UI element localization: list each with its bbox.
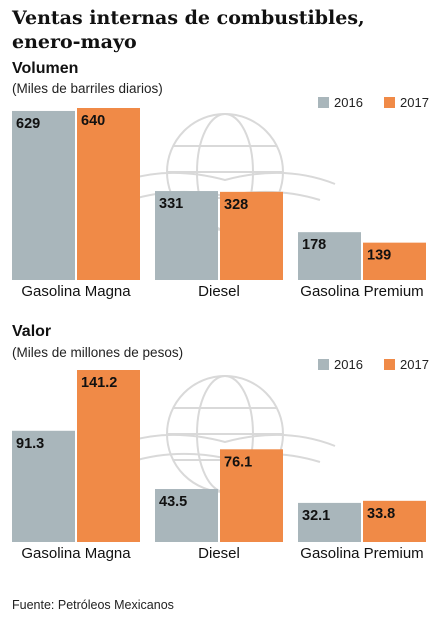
value-bar-diesel-2017 [220,449,283,542]
volume-category-label-gasolina-premium: Gasolina Premium [300,283,423,300]
volume-value-label-gasolina-premium-2017: 139 [367,248,391,264]
value-category-label-gasolina-premium: Gasolina Premium [300,545,423,562]
volume-value-label-diesel-2016: 331 [159,196,183,212]
chart-title: Ventas internas de combustibles, enero-m… [12,7,365,53]
value-value-label-gasolina-magna-2016: 91.3 [16,436,44,452]
volume-category-label-gasolina-magna: Gasolina Magna [21,283,131,300]
value-legend-label-2016: 2016 [334,357,363,372]
volume-value-label-gasolina-magna-2016: 629 [16,116,40,132]
volume-bar-diesel-2017 [220,191,283,280]
volume-bar-gasolina-premium-2017 [363,242,426,280]
volume-bar-gasolina-premium-2016 [298,232,361,280]
value-legend-swatch-2017 [384,359,395,370]
volume-legend-label-2017: 2017 [400,95,429,110]
value-category-label-gasolina-magna: Gasolina Magna [21,545,131,562]
volume-value-label-diesel-2017: 328 [224,197,248,213]
volume-bar-gasolina-magna-2017 [77,108,140,280]
source-note: Fuente: Petróleos Mexicanos [12,598,174,612]
value-section-title: Valor [12,323,52,340]
volume-bar-diesel-2016 [155,191,218,280]
value-legend-label-2017: 2017 [400,357,429,372]
volume-category-label-diesel: Diesel [198,283,240,300]
volume-bar-gasolina-magna-2016 [12,110,75,280]
volume-value-label-gasolina-magna-2017: 640 [81,113,105,129]
value-bar-chart: 2016 2017 91.3 141.2 Gasolina Magna 43.5 76.1 D… [12,357,429,562]
value-bar-gasolina-premium-2016 [298,502,361,542]
value-bar-diesel-2016 [155,489,218,542]
volume-legend-swatch-2016 [318,97,329,108]
value-bar-gasolina-magna-2017 [77,370,140,542]
volume-legend-label-2016: 2016 [334,95,363,110]
value-value-label-gasolina-magna-2017: 141.2 [81,375,117,391]
volume-section-subtitle: (Miles de barriles diarios) [12,81,163,96]
value-legend-swatch-2016 [318,359,329,370]
value-value-label-diesel-2017: 76.1 [224,454,252,470]
value-section-subtitle: (Miles de millones de pesos) [12,345,184,360]
volume-legend-swatch-2017 [384,97,395,108]
volume-section-title: Volumen [12,60,79,77]
value-bar-gasolina-magna-2016 [12,430,75,542]
value-value-label-diesel-2016: 43.5 [159,494,187,510]
volume-bar-chart: 2016 2017 629 640 Gasolina Magna 331 328 Diesel… [12,95,429,300]
value-category-label-diesel: Diesel [198,545,240,562]
value-value-label-gasolina-premium-2016: 32.1 [302,508,330,524]
volume-value-label-gasolina-premium-2016: 178 [302,237,326,253]
value-bar-gasolina-premium-2017 [363,500,426,542]
value-value-label-gasolina-premium-2017: 33.8 [367,506,395,522]
